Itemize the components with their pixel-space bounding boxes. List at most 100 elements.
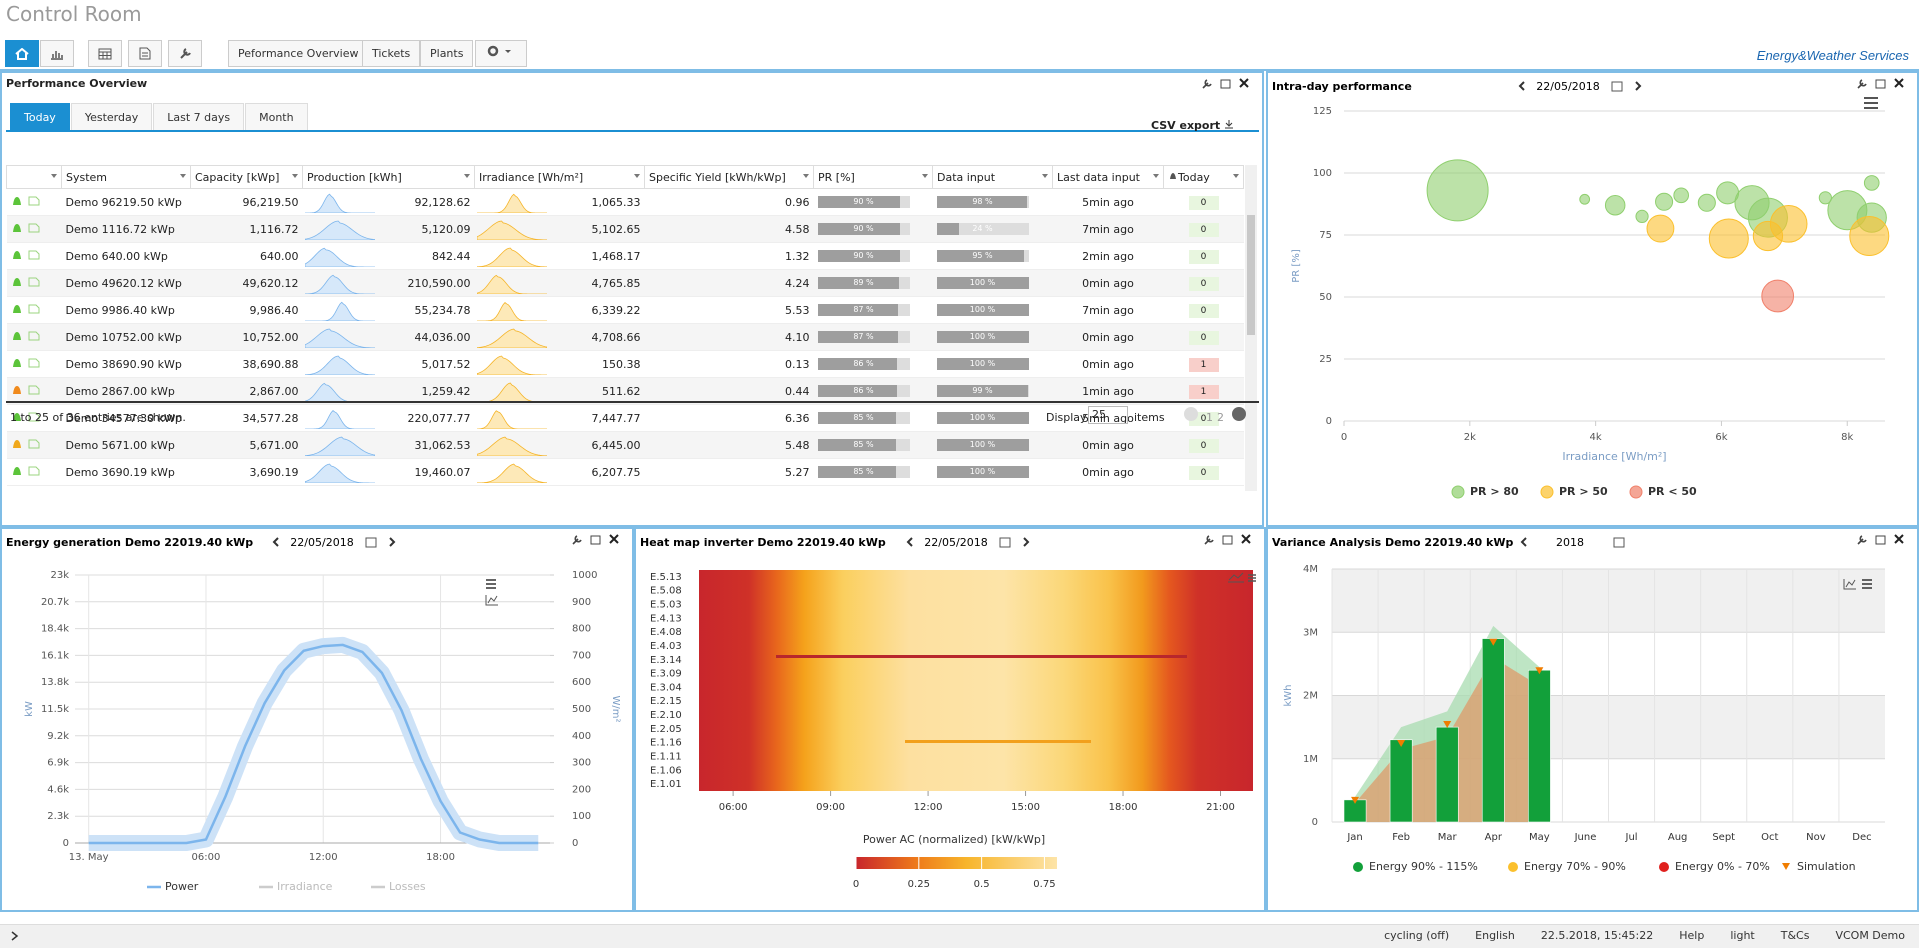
header-cell[interactable]: Irradiance [Wh/m²]: [474, 165, 645, 189]
settings-button[interactable]: [475, 40, 527, 67]
window-icon[interactable]: [1875, 535, 1886, 545]
prev-date[interactable]: [272, 537, 279, 547]
menu-icon[interactable]: [1862, 579, 1872, 589]
legend-label[interactable]: Power: [165, 880, 199, 893]
next-page[interactable]: [1232, 407, 1246, 421]
chart-button[interactable]: [40, 40, 74, 67]
page-number[interactable]: 2: [1217, 411, 1224, 424]
header-cell[interactable]: Data input: [932, 165, 1053, 189]
next-date[interactable]: [1635, 81, 1642, 91]
sparkline-area: [476, 328, 547, 348]
status-item[interactable]: cycling (off): [1384, 929, 1450, 942]
home-button[interactable]: [5, 40, 39, 67]
tab[interactable]: Month: [245, 103, 308, 131]
csv-export[interactable]: CSV export: [1151, 119, 1234, 132]
header-cell[interactable]: Today: [1163, 165, 1244, 189]
legend-label[interactable]: PR < 50: [1648, 485, 1697, 498]
calendar-button[interactable]: [88, 40, 122, 67]
legend-label[interactable]: Energy 90% - 115%: [1369, 860, 1478, 873]
legend-marker: [1508, 862, 1518, 872]
tool-icon[interactable]: [572, 535, 582, 545]
prev-date[interactable]: [1518, 81, 1525, 91]
status-item[interactable]: 22.5.2018, 15:45:22: [1540, 929, 1654, 942]
close-icon[interactable]: [609, 534, 619, 544]
header-cell[interactable]: Specific Yield [kWh/kWp]: [644, 165, 814, 189]
legend-label[interactable]: Irradiance: [277, 880, 333, 893]
table-row[interactable]: Demo 1116.72 kWp 1,116.72 5,120.09 5,102.65…: [6, 215, 1244, 243]
table-row[interactable]: Demo 34577.30 kWp 34,577.28 220,077.77 7,44…: [6, 404, 1244, 432]
table-row[interactable]: Demo 3690.19 kWp 3,690.19 19,460.07 6,207.7…: [6, 458, 1244, 486]
table-cell: 96,219.50: [190, 188, 303, 216]
progress-fill: [936, 466, 1029, 478]
tool-icon[interactable]: [1857, 535, 1867, 545]
menu-icon[interactable]: [486, 579, 496, 589]
tool-icon[interactable]: [1202, 79, 1212, 89]
legend-label[interactable]: PR > 50: [1559, 485, 1608, 498]
chart-type-icon[interactable]: [485, 595, 498, 606]
header-cell[interactable]: Production [kWh]: [302, 165, 475, 189]
prev-page[interactable]: [1184, 407, 1198, 421]
production-cell: 220,077.77: [302, 404, 475, 432]
close-icon[interactable]: [1239, 78, 1249, 88]
table-row[interactable]: Demo 640.00 kWp 640.00 842.44 1,468.17 1.32 9…: [6, 242, 1244, 270]
calendar-icon[interactable]: [1613, 537, 1625, 548]
table-row[interactable]: Demo 10752.00 kWp 10,752.00 44,036.00 4,708…: [6, 323, 1244, 351]
calendar-icon[interactable]: [1611, 81, 1623, 92]
tools-button[interactable]: [168, 40, 202, 67]
progress-bar: 100 %: [936, 331, 1029, 343]
tab[interactable]: Last 7 days: [153, 103, 245, 131]
window-icon[interactable]: [1875, 79, 1886, 89]
tool-icon[interactable]: [1857, 79, 1867, 89]
legend-label[interactable]: Energy 0% - 70%: [1675, 860, 1770, 873]
prev-date[interactable]: [906, 537, 913, 547]
close-icon[interactable]: [1894, 78, 1904, 88]
scrollbar[interactable]: [1245, 165, 1257, 491]
table-row[interactable]: Demo 5671.00 kWp 5,671.00 31,062.53 6,445.0…: [6, 431, 1244, 459]
window-icon[interactable]: [590, 535, 601, 545]
status-item[interactable]: Help: [1679, 929, 1705, 942]
nav-button[interactable]: Plants: [420, 40, 474, 67]
page-size-select[interactable]: 25: [1088, 406, 1128, 424]
x-tick-label: May: [1529, 832, 1550, 843]
legend-label[interactable]: Losses: [389, 880, 426, 893]
next-date[interactable]: [1023, 537, 1030, 547]
table-row[interactable]: Demo 38690.90 kWp 38,690.88 5,017.52 150.38…: [6, 350, 1244, 378]
status-item[interactable]: VCOM Demo: [1835, 929, 1905, 942]
table-row[interactable]: Demo 9986.40 kWp 9,986.40 55,234.78 6,339.2…: [6, 296, 1244, 324]
window-icon[interactable]: [1222, 535, 1233, 545]
table-row[interactable]: Demo 49620.12 kWp 49,620.12 210,590.00 4,76…: [6, 269, 1244, 297]
table-row[interactable]: Demo 96219.50 kWp 96,219.50 92,128.62 1,065…: [6, 188, 1244, 216]
close-icon[interactable]: [1241, 534, 1251, 544]
tab[interactable]: Yesterday: [70, 103, 153, 131]
status-item[interactable]: English: [1475, 929, 1515, 942]
status-item[interactable]: light: [1730, 929, 1755, 942]
chart-type-icon[interactable]: [1843, 579, 1856, 590]
menu-icon[interactable]: [1864, 97, 1878, 109]
close-icon[interactable]: [1894, 534, 1904, 544]
document-button[interactable]: [128, 40, 162, 67]
page-number[interactable]: 1: [1206, 411, 1213, 424]
status-item[interactable]: T&Cs: [1780, 929, 1810, 942]
expand-icon[interactable]: [10, 931, 20, 941]
header-cell[interactable]: PR [%]: [813, 165, 933, 189]
next-date[interactable]: [389, 537, 396, 547]
nav-button[interactable]: Tickets: [362, 40, 421, 67]
header-cell[interactable]: Last data input: [1052, 165, 1164, 189]
tab[interactable]: Today: [10, 103, 70, 131]
header-cell[interactable]: Capacity [kWp]: [190, 165, 303, 189]
menu-icon[interactable]: [1248, 574, 1256, 582]
tool-icon[interactable]: [1204, 535, 1214, 545]
legend-label[interactable]: PR > 80: [1470, 485, 1519, 498]
legend-label[interactable]: Simulation: [1797, 860, 1856, 873]
header-cell[interactable]: System: [61, 165, 191, 189]
nav-button[interactable]: Peformance Overview: [228, 40, 369, 67]
legend-label[interactable]: Energy 70% - 90%: [1524, 860, 1626, 873]
calendar-icon[interactable]: [365, 537, 377, 548]
calendar-icon[interactable]: [999, 537, 1011, 548]
chart-type-icon[interactable]: [1228, 572, 1244, 583]
window-icon[interactable]: [1220, 79, 1231, 89]
prev-date[interactable]: [1520, 537, 1527, 547]
header-label: Capacity [kWp]: [195, 170, 280, 184]
table-row[interactable]: Demo 2867.00 kWp 2,867.00 1,259.42 511.62 0.…: [6, 377, 1244, 405]
x-tick-label: Apr: [1485, 832, 1503, 843]
